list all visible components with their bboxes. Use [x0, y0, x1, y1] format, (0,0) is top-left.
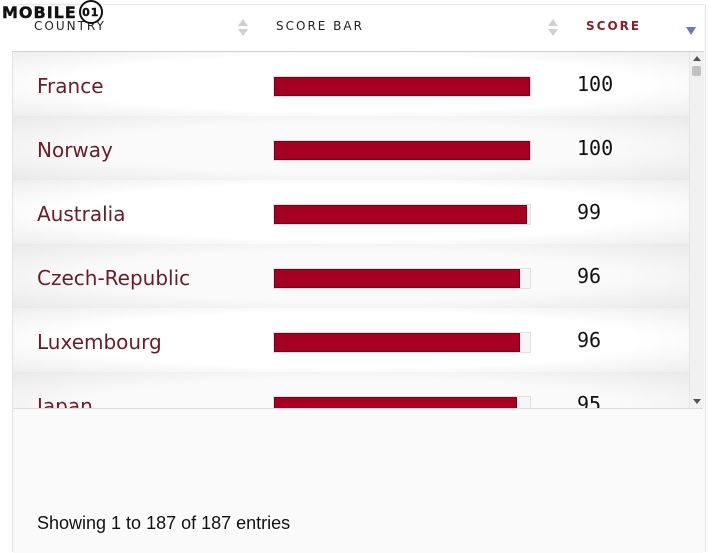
watermark-badge: 01 — [78, 0, 103, 24]
score-bar-fill — [274, 77, 530, 96]
score-value: 96 — [577, 328, 602, 352]
country-name: France — [37, 74, 104, 98]
table-body[interactable]: France 100 Norway 100 Australia 99 Czech… — [13, 52, 689, 408]
country-name: Australia — [37, 202, 126, 226]
country-name: Luxembourg — [37, 330, 162, 354]
score-value: 100 — [577, 136, 614, 160]
score-bar-track — [273, 76, 531, 97]
score-value: 96 — [577, 264, 602, 288]
scroll-up-arrow-icon[interactable] — [693, 56, 701, 61]
score-bar-fill — [274, 205, 527, 224]
table-row: France 100 — [13, 52, 689, 116]
country-name: Czech-Republic — [37, 266, 191, 290]
score-value: 99 — [577, 200, 602, 224]
table-row: Czech-Republic 96 — [13, 244, 689, 308]
table-row: Norway 100 — [13, 116, 689, 180]
sort-descending-icon[interactable] — [686, 27, 696, 35]
score-bar-fill — [274, 397, 517, 408]
watermark-logo: MOBILE 01 — [2, 0, 103, 24]
score-value: 95 — [577, 392, 602, 408]
score-bar-track — [273, 204, 531, 225]
column-header-score-bar[interactable]: SCORE BAR — [276, 19, 364, 33]
score-bar-fill — [274, 333, 520, 352]
country-name: Japan — [37, 394, 93, 408]
table-header: COUNTRY SCORE BAR SCORE — [12, 4, 704, 52]
entries-info: Showing 1 to 187 of 187 entries — [37, 513, 291, 533]
sort-both-icon[interactable] — [238, 17, 248, 39]
table-row: Australia 99 — [13, 180, 689, 244]
score-bar-track — [273, 332, 531, 353]
score-bar-track — [273, 268, 531, 289]
vertical-scrollbar[interactable] — [689, 52, 704, 408]
sort-both-icon[interactable] — [548, 17, 558, 39]
scroll-thumb[interactable] — [692, 66, 701, 76]
score-bar-track — [273, 140, 531, 161]
country-name: Norway — [37, 138, 113, 162]
table-footer: Showing 1 to 187 of 187 entries — [13, 408, 703, 553]
table-row: Luxembourg 96 — [13, 308, 689, 372]
scroll-down-arrow-icon[interactable] — [693, 399, 701, 404]
score-bar-track — [273, 396, 531, 408]
score-bar-fill — [274, 141, 530, 160]
column-header-score[interactable]: SCORE — [586, 19, 642, 33]
table-row: Japan 95 — [13, 372, 689, 408]
watermark-text: MOBILE — [2, 2, 77, 22]
score-value: 100 — [577, 72, 614, 96]
score-bar-fill — [274, 269, 520, 288]
